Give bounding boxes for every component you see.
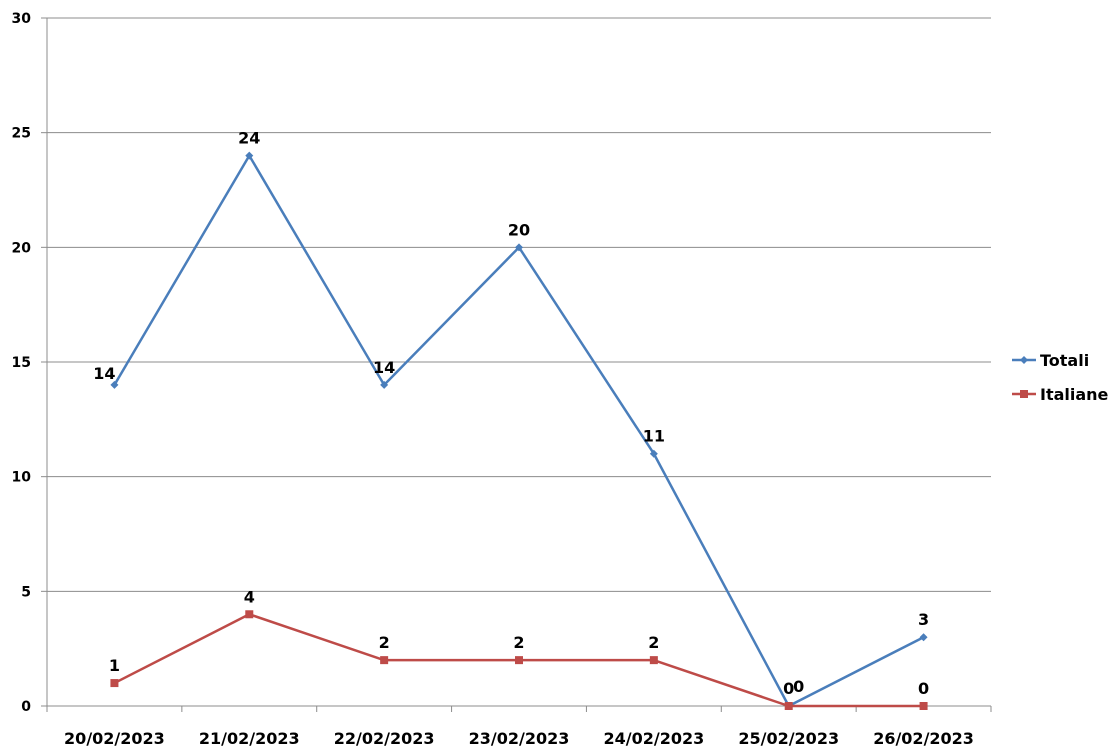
y-tick-label: 25 <box>12 126 31 142</box>
marker-italiane <box>919 702 928 710</box>
data-label-italiane: 2 <box>648 633 659 652</box>
y-tick-label: 20 <box>12 240 32 256</box>
y-tick-label: 10 <box>12 470 32 486</box>
x-tick-label: 24/02/2023 <box>603 729 704 748</box>
data-label-totali: 14 <box>93 364 115 383</box>
marker-italiane <box>380 656 389 665</box>
data-label-totali: 24 <box>238 129 260 148</box>
marker-italiane <box>649 656 658 665</box>
x-tick-label: 20/02/2023 <box>64 729 165 748</box>
marker-totali <box>110 380 119 389</box>
legend: Totali Italiane <box>1012 351 1109 404</box>
data-label-italiane: 4 <box>244 587 255 606</box>
y-tick-label: 15 <box>12 355 31 371</box>
data-label-totali: 20 <box>508 220 530 239</box>
data-label-totali: 3 <box>918 610 929 629</box>
data-label-totali: 11 <box>643 427 665 446</box>
y-axis-ticks: 0 5 10 15 20 25 30 <box>12 11 47 715</box>
marker-italiane <box>245 610 254 619</box>
y-tick-label: 30 <box>12 11 32 27</box>
x-axis-ticks: 20/02/2023 21/02/2023 22/02/2023 23/02/2023… <box>46 706 992 748</box>
x-tick-label: 25/02/2023 <box>738 729 839 748</box>
marker-totali <box>245 151 254 160</box>
marker-italiane <box>110 679 119 688</box>
marker-totali <box>515 243 523 252</box>
marker-totali <box>919 633 928 642</box>
x-tick-label: 26/02/2023 <box>873 729 974 748</box>
legend-marker-italiane <box>1020 390 1028 398</box>
data-label-italiane: 0 <box>918 679 929 698</box>
y-tick-label: 5 <box>21 584 31 600</box>
legend-marker-totali <box>1020 356 1028 364</box>
data-label-italiane: 2 <box>379 633 390 652</box>
marker-italiane <box>515 656 523 665</box>
x-tick-label: 21/02/2023 <box>199 729 300 748</box>
legend-label-italiane: Italiane <box>1040 385 1109 404</box>
data-label-totali: 14 <box>373 358 395 377</box>
data-label-italiane: 0 <box>783 679 794 698</box>
marker-italiane <box>784 702 793 710</box>
series-group <box>110 151 928 710</box>
marker-totali <box>649 449 658 458</box>
legend-label-totali: Totali <box>1040 351 1089 370</box>
data-label-italiane: 2 <box>513 633 524 652</box>
marker-totali <box>380 380 389 389</box>
x-tick-label: 23/02/2023 <box>469 729 570 748</box>
x-tick-label: 22/02/2023 <box>334 729 435 748</box>
data-label-totali: 0 <box>793 677 804 696</box>
data-label-italiane: 1 <box>109 656 120 675</box>
gridlines <box>47 17 991 592</box>
y-tick-label: 0 <box>21 699 31 715</box>
